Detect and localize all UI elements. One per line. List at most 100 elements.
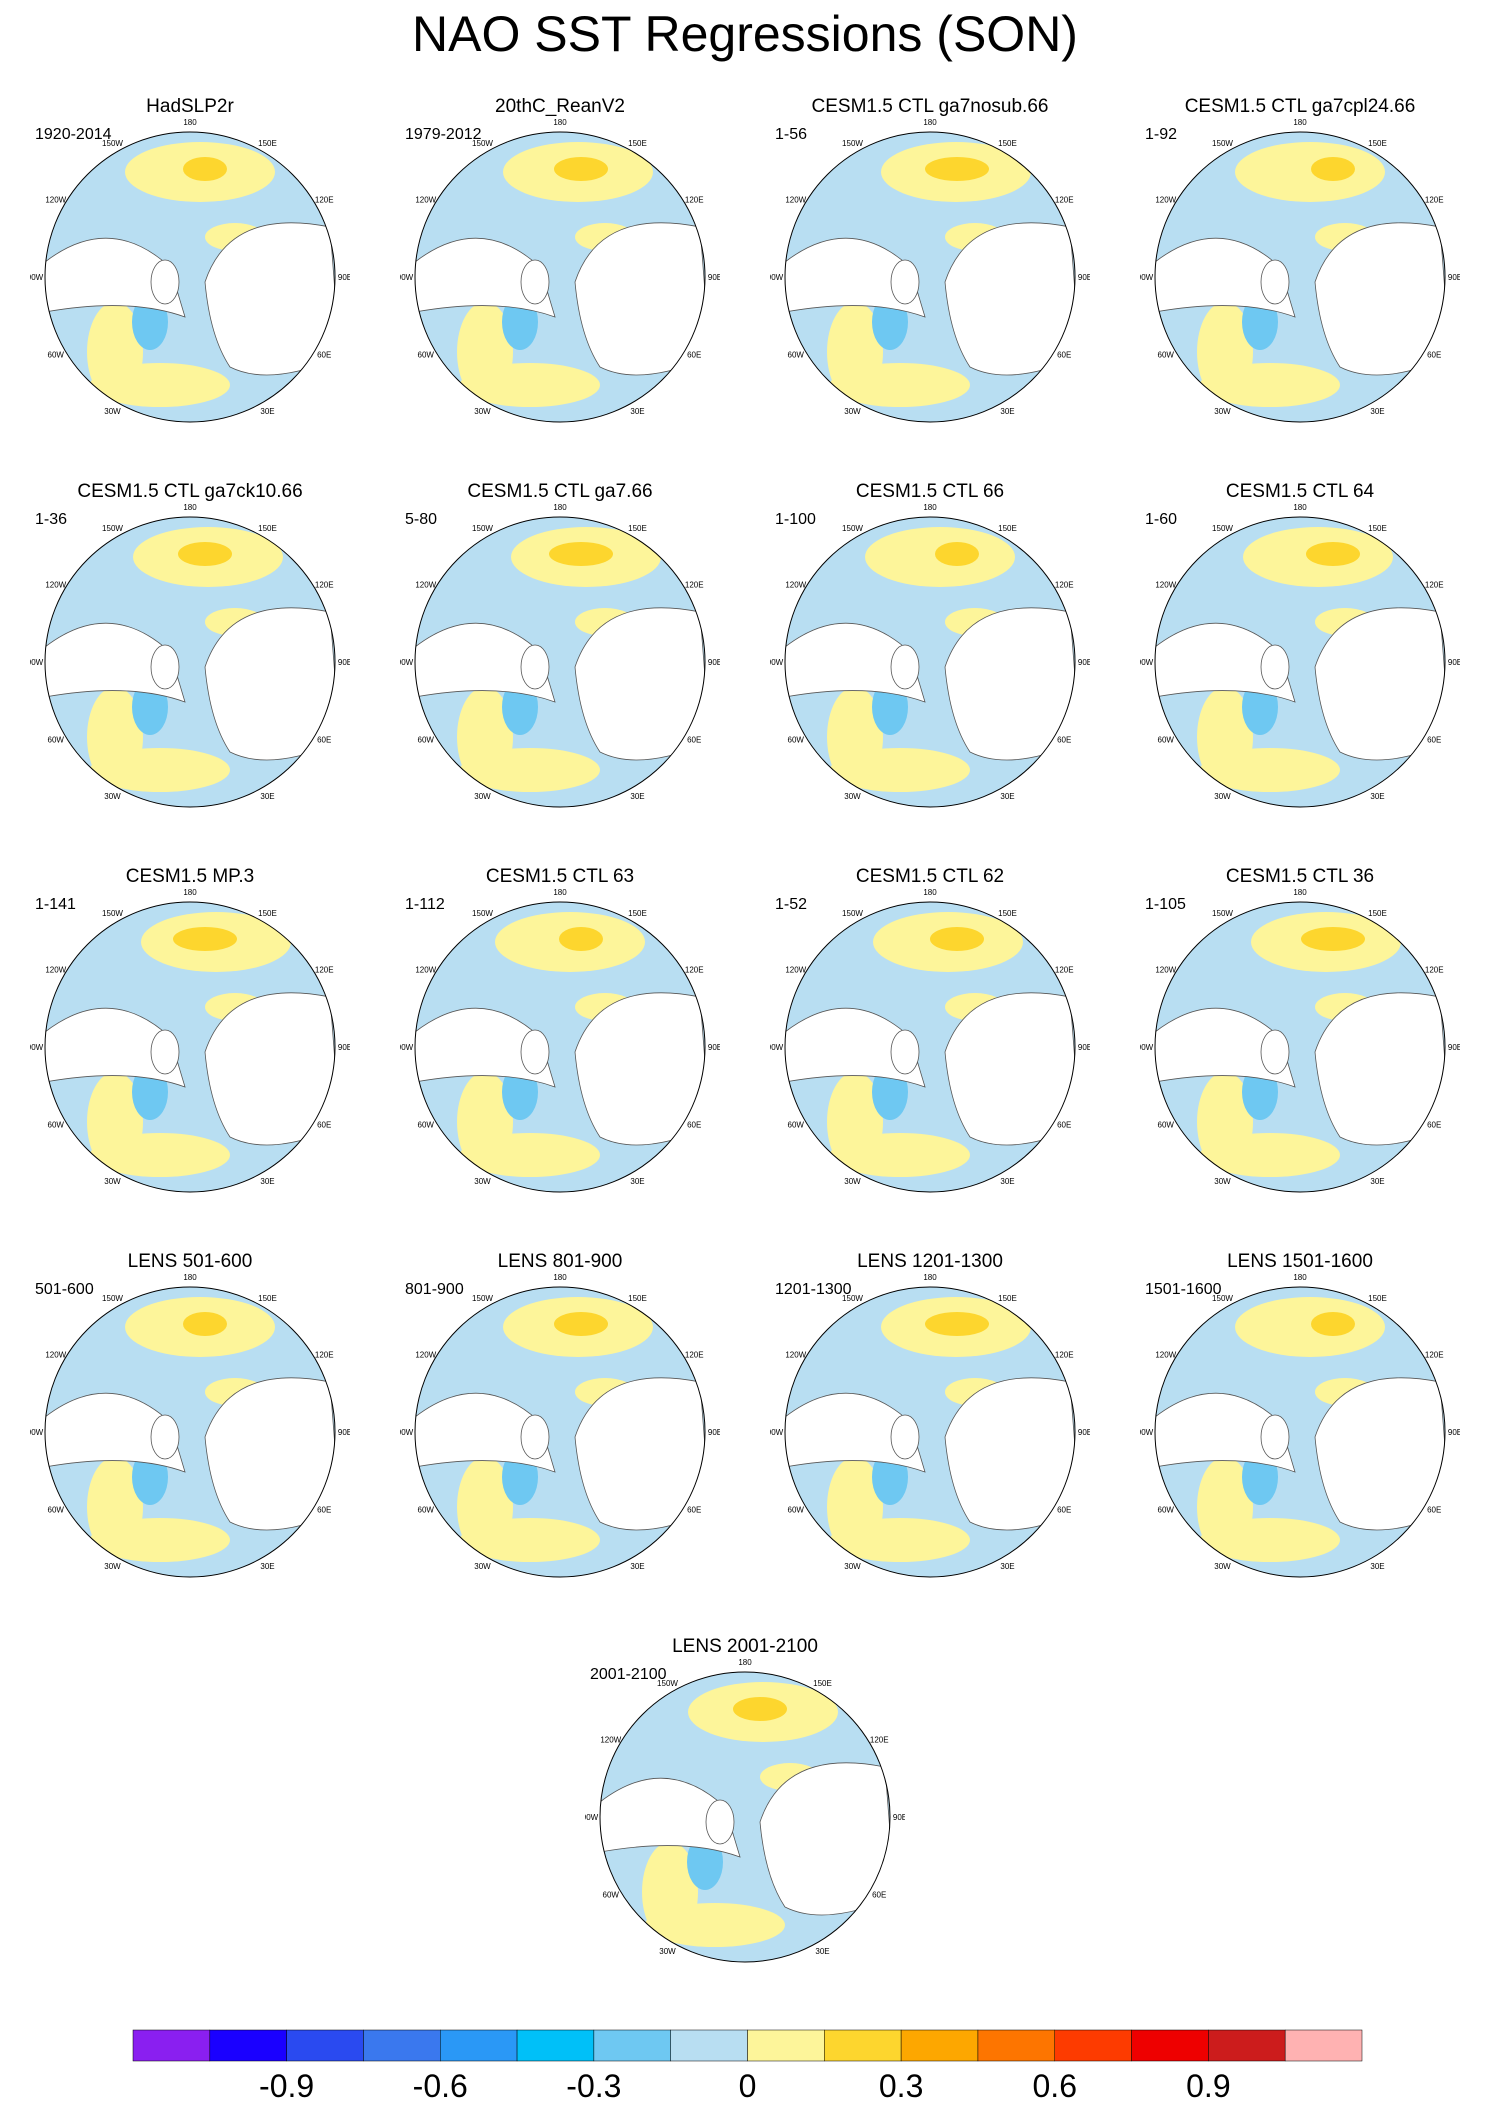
longitude-label: 90W [1140, 1043, 1154, 1052]
longitude-label: 90E [338, 1428, 350, 1437]
colorbar-segment [670, 2029, 748, 2062]
longitude-label: 120W [1155, 1351, 1176, 1360]
colorbar-segment [363, 2029, 441, 2062]
panel-years: 1-105 [1145, 896, 1186, 913]
map-panel: LENS 501-600180150E120E90E60E30E030W60W9… [30, 1250, 350, 1580]
panel-title: LENS 801-900 [497, 1251, 623, 1272]
panel-years: 1-100 [775, 511, 816, 528]
map-panel: CESM1.5 CTL ga7ck10.66 180 150E 120E 90E 60E 3… [30, 480, 350, 810]
longitude-label: 90W [770, 1428, 784, 1437]
longitude-label: 30E [1000, 1177, 1014, 1186]
tropical-atlantic-positive-anomaly [460, 748, 600, 792]
panel-title: CESM1.5 CTL 63 [485, 866, 635, 887]
longitude-label: 60E [1427, 351, 1441, 360]
colorbar-segment [900, 2029, 979, 2062]
tropical-atlantic-positive-anomaly [90, 1518, 230, 1562]
longitude-label: 60W [1158, 736, 1175, 745]
longitude-label: 120E [685, 196, 704, 205]
map-boundary [1154, 516, 1446, 808]
map-panel: CESM1.5 CTL 36180150E120E90E60E30E030W60… [1140, 865, 1460, 1195]
longitude-label: 60E [1427, 736, 1441, 745]
colorbar-segment [516, 2029, 595, 2062]
map-boundary [784, 1286, 1076, 1578]
longitude-label: 30E [1000, 407, 1014, 416]
longitude-label: 60W [418, 351, 435, 360]
longitude-label: 180 [738, 1658, 752, 1667]
longitude-label: 60W [418, 736, 435, 745]
north-pacific-strong-anomaly [1311, 157, 1355, 181]
longitude-label: 30E [1370, 792, 1384, 801]
tropical-atlantic-positive-anomaly [830, 748, 970, 792]
longitude-label: 60W [48, 351, 65, 360]
longitude-label: 180 [553, 1273, 567, 1282]
longitude-label: 30W [474, 792, 491, 801]
colorbar-segment [1054, 2029, 1132, 2062]
longitude-label: 180 [553, 118, 567, 127]
longitude-label: 120E [1055, 581, 1074, 590]
longitude-label: 150E [1368, 909, 1387, 918]
panel-years: 1979-2012 [405, 126, 482, 143]
longitude-label: 150E [1368, 1294, 1387, 1303]
polar-map: 180150E120E90E60E30E030W60W90W120W150W [400, 888, 720, 1193]
longitude-label: 30E [630, 792, 644, 801]
longitude-label: 60W [1158, 1506, 1175, 1515]
longitude-label: 90E [1448, 1043, 1460, 1052]
longitude-label: 30W [474, 407, 491, 416]
longitude-label: 120W [1155, 581, 1176, 590]
greenland-land [520, 644, 550, 690]
panel-title: CESM1.5 CTL ga7nosub.66 [811, 96, 1049, 117]
longitude-label: 120W [1155, 196, 1176, 205]
longitude-label: 90E [338, 658, 350, 667]
longitude-label: 180 [553, 503, 567, 512]
colorbar-segment [747, 2029, 825, 2062]
longitude-label: 30W [104, 1562, 121, 1571]
longitude-label: 150E [628, 1294, 647, 1303]
map-boundary [44, 901, 336, 1193]
tropical-atlantic-positive-anomaly [90, 363, 230, 407]
longitude-label: 30E [1370, 1177, 1384, 1186]
panel-years: 1-36 [35, 511, 68, 528]
colorbar-segment [209, 2029, 287, 2062]
longitude-label: 30E [1370, 1562, 1384, 1571]
longitude-label: 180 [923, 118, 937, 127]
longitude-label: 60W [788, 1121, 805, 1130]
longitude-label: 180 [923, 1273, 937, 1282]
eurasia-land [574, 222, 705, 376]
longitude-label: 150W [472, 909, 493, 918]
greenland-land [150, 259, 180, 305]
panel-years: 1-60 [1145, 511, 1178, 528]
longitude-label: 60E [872, 1891, 886, 1900]
panel-years: 1920-2014 [35, 126, 112, 143]
panel-title: LENS 2001-2100 [672, 1636, 818, 1657]
longitude-label: 150W [842, 524, 863, 533]
map-boundary [1154, 131, 1446, 423]
longitude-label: 120E [1425, 581, 1444, 590]
longitude-label: 60E [317, 1121, 331, 1130]
longitude-label: 150W [1212, 909, 1233, 918]
polar-map: 180150E120E90E60E30E030W60W90W120W150W [400, 503, 720, 808]
eurasia-land [759, 1762, 890, 1916]
longitude-label: 30E [1000, 1562, 1014, 1571]
longitude-label: 120W [45, 581, 66, 590]
longitude-label: 30W [1214, 1562, 1231, 1571]
longitude-label: 90W [770, 658, 784, 667]
map-panel: CESM1.5 MP.3180150E120E90E60E30E030W60W9… [30, 865, 350, 1195]
polar-map: 180150E120E90E60E30E030W60W90W120W150W [30, 118, 350, 423]
north-pacific-strong-anomaly [935, 542, 979, 566]
longitude-label: 30W [844, 407, 861, 416]
north-pacific-strong-anomaly [554, 157, 608, 181]
longitude-label: 150W [472, 1294, 493, 1303]
longitude-label: 150W [102, 524, 123, 533]
map-boundary [784, 516, 1076, 808]
longitude-label: 60E [317, 736, 331, 745]
tropical-atlantic-positive-anomaly [830, 1518, 970, 1562]
longitude-label: 150E [258, 524, 277, 533]
longitude-label: 90W [1140, 1428, 1154, 1437]
colorbar-tick-label: 0.9 [1186, 2068, 1230, 2104]
longitude-label: 150W [102, 909, 123, 918]
north-pacific-strong-anomaly [549, 542, 613, 566]
map-boundary [784, 131, 1076, 423]
longitude-label: 30E [815, 1947, 829, 1956]
panel-years: 5-80 [405, 511, 438, 528]
longitude-label: 90W [400, 273, 414, 282]
